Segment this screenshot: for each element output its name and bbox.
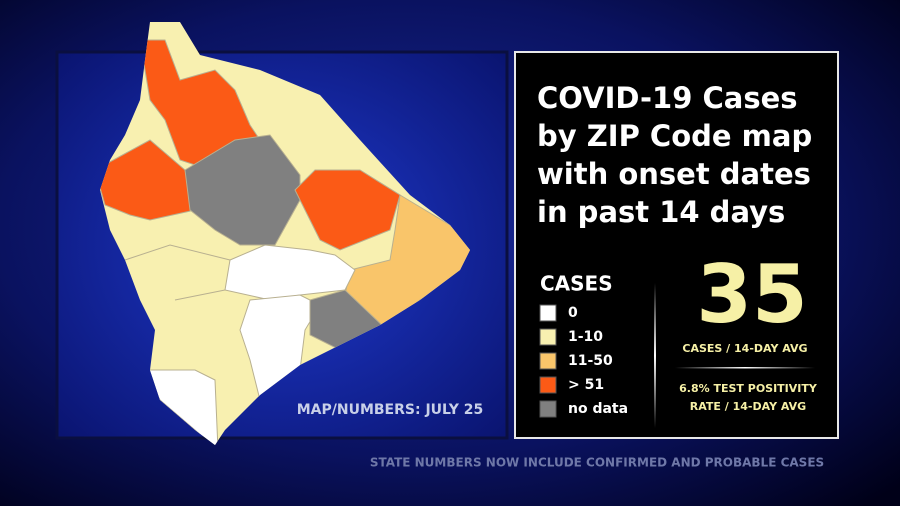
map-credit: MAP/NUMBERS: JULY 25 — [297, 402, 484, 418]
region-over-51 — [139, 39, 261, 171]
cases-average: 35 — [696, 248, 807, 341]
region-0 — [224, 244, 356, 301]
positivity-line: RATE / 14-DAY AVG — [690, 400, 806, 413]
title-line: in past 14 days — [537, 195, 785, 229]
footer-note: STATE NUMBERS NOW INCLUDE CONFIRMED AND … — [370, 456, 824, 470]
region-0 — [144, 369, 219, 445]
separator — [675, 367, 815, 369]
title: COVID-19 Cases by ZIP Code map with onset … — [537, 81, 812, 229]
legend: 0 1-10 11-50 > 51 no data — [539, 304, 628, 418]
legend-swatch — [539, 400, 557, 418]
legend-label: > 51 — [568, 377, 604, 393]
title-line: by ZIP Code map — [537, 119, 812, 153]
legend-label: no data — [568, 401, 628, 417]
positivity-line: 6.8% TEST POSITIVITY — [679, 382, 818, 395]
positivity: 6.8% TEST POSITIVITY RATE / 14-DAY AVG — [679, 382, 818, 413]
region-no-data — [184, 134, 301, 246]
legend-title: CASES — [540, 272, 613, 296]
legend-swatch — [539, 352, 557, 370]
legend-swatch — [539, 376, 557, 394]
legend-label: 11-50 — [568, 353, 613, 369]
divider — [654, 283, 656, 428]
cases-average-label: CASES / 14-DAY AVG — [682, 342, 807, 355]
zip-boundary — [124, 244, 231, 261]
legend-label: 1-10 — [568, 329, 603, 345]
region-over-51 — [294, 169, 401, 251]
info-panel — [514, 51, 839, 439]
legend-label: 0 — [568, 305, 578, 321]
zip-boundary — [174, 289, 226, 301]
legend-swatch — [539, 328, 557, 346]
title-line: with onset dates — [537, 157, 811, 191]
legend-swatch — [539, 304, 557, 322]
region-over-51 — [100, 139, 196, 221]
title-line: COVID-19 Cases — [537, 81, 798, 115]
